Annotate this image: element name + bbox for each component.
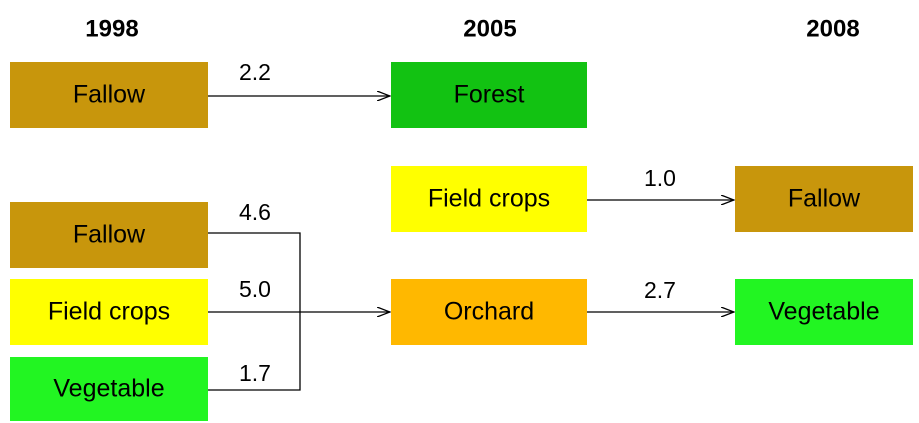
node: Orchard [391,279,587,345]
node: Fallow [735,166,913,232]
node: Forest [391,62,587,128]
node: Vegetable [10,357,208,421]
node: Fallow [10,202,208,268]
year-label: 2008 [806,15,859,42]
node: Fallow [10,62,208,128]
edge-label: 1.0 [644,165,676,191]
node-label: Fallow [73,81,146,109]
node: Field crops [10,279,208,345]
node-label: Vegetable [768,298,879,326]
node-label: Field crops [48,298,170,326]
edge-label: 5.0 [239,276,271,302]
node-label: Vegetable [53,375,164,403]
node: Vegetable [735,279,913,345]
edge-label: 2.7 [644,277,676,303]
node-label: Fallow [788,185,861,213]
node-label: Field crops [428,185,550,213]
node: Field crops [391,166,587,232]
node-label: Orchard [444,298,534,326]
node-label: Fallow [73,221,146,249]
edge-label: 2.2 [239,59,271,85]
year-label: 2005 [463,15,516,42]
edge-label: 4.6 [239,199,271,225]
node-label: Forest [454,81,525,109]
edge-label: 1.7 [239,360,271,386]
year-label: 1998 [85,15,138,42]
